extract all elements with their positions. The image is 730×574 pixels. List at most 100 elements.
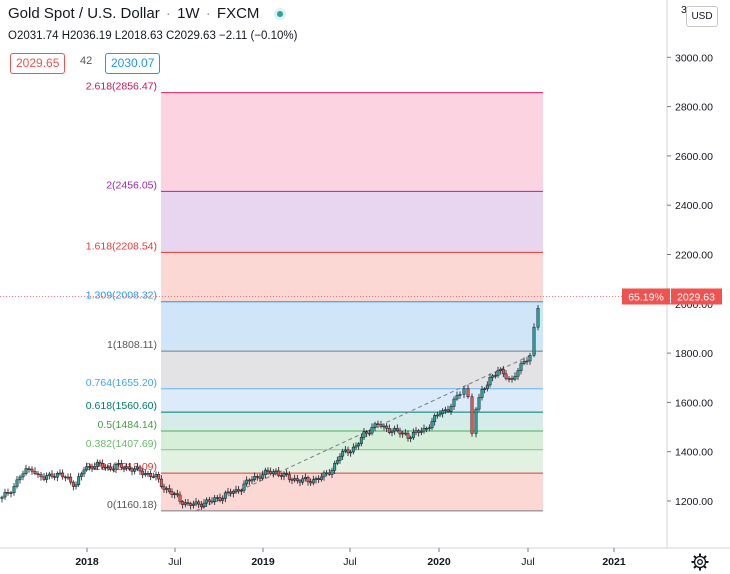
candle-body bbox=[66, 476, 70, 479]
fib-zone-0.764 bbox=[161, 388, 543, 413]
candle-body bbox=[507, 378, 511, 380]
candle-body bbox=[215, 497, 219, 499]
price-axis-label: 1600.00 bbox=[675, 397, 713, 409]
candle-body bbox=[441, 410, 445, 415]
high-value: H2036.19 bbox=[61, 30, 112, 42]
candle-body bbox=[462, 388, 466, 395]
fib-label-0.764: 0.764(1655.20) bbox=[86, 377, 157, 389]
candle-body bbox=[499, 369, 503, 371]
candle-body bbox=[242, 483, 246, 491]
candle-body bbox=[18, 476, 22, 481]
candle-body bbox=[101, 463, 105, 468]
candle-body bbox=[528, 355, 532, 362]
low-value: L2018.63 bbox=[114, 30, 163, 42]
candle-body bbox=[379, 424, 383, 427]
candle-body bbox=[36, 473, 40, 475]
candle-body bbox=[409, 437, 413, 439]
fib-label-0.382: 0.382(1407.69) bbox=[86, 438, 157, 450]
candle-body bbox=[151, 476, 155, 478]
candle-body bbox=[522, 361, 526, 364]
percent-tag bbox=[622, 288, 670, 305]
candle-body bbox=[202, 502, 206, 507]
candle-body bbox=[130, 468, 134, 472]
candle-body bbox=[138, 466, 142, 472]
price-axis-label: 2200.00 bbox=[675, 250, 713, 262]
settings-gear-icon[interactable] bbox=[690, 552, 710, 572]
candle-body bbox=[55, 473, 59, 478]
candle-body bbox=[194, 501, 198, 505]
candle-body bbox=[419, 430, 423, 433]
candle-body bbox=[165, 488, 169, 490]
candle-body bbox=[109, 466, 113, 470]
candle-body bbox=[491, 375, 495, 378]
currency-button[interactable]: USD bbox=[686, 6, 718, 27]
fib-zone-0.236 bbox=[161, 473, 543, 511]
candle-body bbox=[311, 479, 315, 484]
candle-body bbox=[71, 481, 75, 487]
candle-body bbox=[425, 427, 429, 430]
candle-body bbox=[53, 476, 57, 478]
candle-body bbox=[141, 470, 145, 476]
candle-body bbox=[85, 466, 89, 471]
open-value: O2031.74 bbox=[8, 30, 59, 42]
candle-body bbox=[191, 503, 195, 506]
candle-body bbox=[119, 463, 123, 468]
candle-body bbox=[433, 415, 437, 422]
candle-body bbox=[422, 427, 426, 432]
symbol-title[interactable]: Gold Spot / U.S. Dollar · 1W · FXCM bbox=[8, 5, 288, 22]
candle-body bbox=[458, 394, 462, 396]
candle-body bbox=[519, 363, 523, 371]
candle-body bbox=[516, 370, 520, 377]
candle-body bbox=[301, 478, 305, 483]
candle-body bbox=[159, 478, 163, 488]
candle-body bbox=[341, 450, 345, 457]
price-axis-label: 1800.00 bbox=[675, 348, 713, 360]
candle-body bbox=[189, 503, 193, 506]
candle-body bbox=[63, 476, 67, 479]
candle-body bbox=[285, 473, 289, 475]
candle-body bbox=[245, 479, 249, 485]
fib-label-2.618: 2.618(2856.47) bbox=[86, 81, 157, 93]
candle-body bbox=[229, 491, 233, 494]
candle-body bbox=[382, 425, 386, 428]
candle-body bbox=[493, 375, 497, 377]
percent-tag-label: 65.19% bbox=[628, 291, 664, 303]
candle-body bbox=[480, 389, 484, 398]
sell-button[interactable]: 2029.65 bbox=[10, 53, 66, 74]
candle-body bbox=[370, 426, 374, 434]
candle-body bbox=[446, 409, 450, 412]
candle-body bbox=[210, 500, 214, 503]
candle-body bbox=[365, 431, 369, 434]
candle-body bbox=[346, 449, 350, 454]
candle-body bbox=[30, 468, 34, 472]
candle-body bbox=[239, 490, 243, 492]
candle-body bbox=[333, 463, 337, 471]
candle-body bbox=[373, 423, 377, 428]
price-axis-label: 3000.00 bbox=[675, 52, 713, 64]
candle-body bbox=[438, 413, 442, 416]
candle-body bbox=[277, 470, 281, 476]
candle-body bbox=[474, 408, 478, 434]
candle-body bbox=[376, 423, 380, 426]
candle-body bbox=[95, 461, 99, 467]
candle-body bbox=[293, 478, 297, 481]
ohlc-readout: O2031.74 H2036.19 L2018.63 C2029.63 −2.1… bbox=[8, 30, 297, 42]
candle-body bbox=[133, 468, 137, 472]
candle-body bbox=[314, 478, 318, 480]
candle-body bbox=[496, 370, 500, 376]
fib-zone-1.309 bbox=[161, 301, 543, 352]
close-value: C2029.63 bbox=[165, 30, 216, 42]
candle-body bbox=[181, 501, 185, 505]
candle-body bbox=[359, 437, 363, 444]
candle-body bbox=[45, 475, 49, 480]
candle-body bbox=[199, 503, 203, 507]
candle-body bbox=[417, 430, 421, 433]
candle-body bbox=[47, 473, 51, 476]
buy-button[interactable]: 2030.07 bbox=[105, 53, 161, 74]
fib-zone-2.618 bbox=[161, 92, 543, 192]
change-value: −2.11 (−0.10%) bbox=[219, 30, 298, 42]
price-axis-label: 2800.00 bbox=[675, 102, 713, 114]
fib-zone-1 bbox=[161, 351, 543, 389]
fib-label-1.309: 1.309(2008.32) bbox=[86, 290, 157, 302]
